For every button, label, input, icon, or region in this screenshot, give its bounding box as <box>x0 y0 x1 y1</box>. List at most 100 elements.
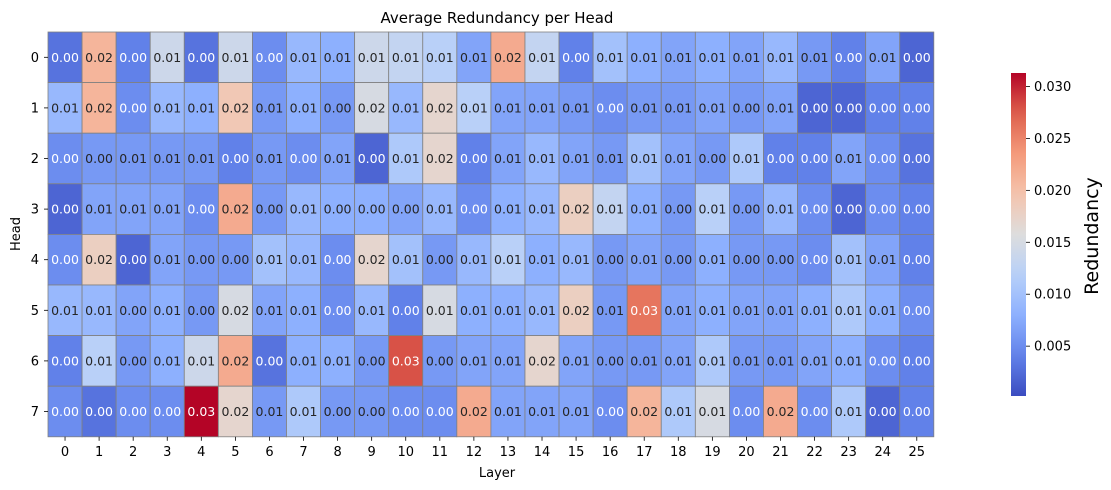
heatmap-cell <box>831 233 867 286</box>
chart-title: Average Redundancy per Head <box>381 9 614 27</box>
cell-value-label: 0.01 <box>562 353 590 368</box>
cell-value-label: 0.01 <box>460 353 488 368</box>
heatmap-cell <box>47 335 83 387</box>
cell-value-label: 0.01 <box>358 303 386 318</box>
x-tick-label: 14 <box>534 445 551 460</box>
cell-value-label: 0.00 <box>51 252 79 267</box>
heatmap-cell <box>899 31 935 83</box>
heatmap-cell <box>388 233 424 286</box>
cell-value-label: 0.03 <box>630 303 658 318</box>
y-tick-label: 7 <box>31 405 39 420</box>
cell-value-label: 0.01 <box>85 353 113 368</box>
heatmap-cell <box>626 183 662 235</box>
heatmap-cell <box>47 31 83 83</box>
heatmap-cell <box>320 233 356 286</box>
cell-value-label: 0.00 <box>835 202 863 217</box>
heatmap-cell <box>694 132 730 185</box>
cell-value-label: 0.01 <box>835 151 863 166</box>
cell-value-label: 0.01 <box>426 303 454 318</box>
x-tick-label: 8 <box>333 445 341 460</box>
x-tick-label: 7 <box>299 445 307 460</box>
heatmap-cell <box>729 132 764 185</box>
heatmap-cell <box>183 183 219 235</box>
heatmap-cell <box>490 233 526 286</box>
cell-value-label: 0.02 <box>221 303 249 318</box>
heatmap-cell <box>694 233 730 286</box>
cell-value-label: 0.00 <box>392 303 420 318</box>
x-tick-label: 4 <box>197 445 205 460</box>
heatmap-cell <box>149 284 185 336</box>
cell-value-label: 0.02 <box>767 404 795 419</box>
cell-value-label: 0.01 <box>256 303 284 318</box>
heatmap-cell <box>899 82 935 134</box>
heatmap-cell <box>763 132 798 185</box>
cell-value-label: 0.00 <box>358 353 386 368</box>
x-tick-label: 1 <box>95 445 103 460</box>
cell-value-label: 0.01 <box>562 100 590 115</box>
cell-value-label: 0.01 <box>698 404 726 419</box>
cell-value-label: 0.01 <box>153 353 181 368</box>
cell-value-label: 0.00 <box>187 252 215 267</box>
cell-value-label: 0.00 <box>256 353 284 368</box>
cell-value-label: 0.01 <box>290 50 318 65</box>
heatmap-cell <box>763 284 798 336</box>
heatmap-cell <box>320 284 356 336</box>
heatmap-cell <box>149 233 185 286</box>
cell-value-label: 0.00 <box>903 252 931 267</box>
heatmap-cell <box>388 183 424 235</box>
cell-value-label: 0.02 <box>358 252 386 267</box>
cell-value-label: 0.00 <box>698 151 726 166</box>
heatmap-cell <box>149 132 185 185</box>
cell-value-label: 0.02 <box>221 100 249 115</box>
cell-value-label: 0.00 <box>835 100 863 115</box>
heatmap-cell <box>115 233 151 286</box>
heatmap-cells: 0.00 0.02 0.00 0.01 0.00 0.01 0.00 0.01 0.01 0.01… <box>47 31 935 438</box>
cell-value-label: 0.00 <box>596 252 624 267</box>
cell-value-label: 0.02 <box>426 151 454 166</box>
heatmap-cell <box>865 82 901 134</box>
y-tick-label: 3 <box>31 203 39 218</box>
x-tick-label: 17 <box>636 445 653 460</box>
cell-value-label: 0.00 <box>869 100 897 115</box>
cell-value-label: 0.02 <box>85 252 113 267</box>
cell-value-label: 0.00 <box>358 151 386 166</box>
x-tick-label: 12 <box>466 445 483 460</box>
heatmap-cell <box>899 284 935 336</box>
cell-value-label: 0.01 <box>630 151 658 166</box>
heatmap-cell <box>422 233 458 286</box>
cell-value-label: 0.01 <box>869 303 897 318</box>
cell-value-label: 0.01 <box>528 252 556 267</box>
heatmap-cell <box>320 385 356 438</box>
cell-value-label: 0.01 <box>630 252 658 267</box>
cell-value-label: 0.00 <box>733 404 761 419</box>
cell-value-label: 0.01 <box>392 252 420 267</box>
cell-value-label: 0.01 <box>630 50 658 65</box>
heatmap-cell <box>286 233 321 286</box>
cell-value-label: 0.00 <box>51 353 79 368</box>
cell-value-label: 0.00 <box>324 100 352 115</box>
heatmap-cell <box>729 335 764 387</box>
cell-value-label: 0.01 <box>698 100 726 115</box>
heatmap-cell <box>558 132 594 185</box>
heatmap-cell <box>320 132 356 185</box>
cell-value-label: 0.01 <box>869 50 897 65</box>
heatmap-cell <box>831 132 867 185</box>
cell-value-label: 0.00 <box>221 252 249 267</box>
heatmap-cell <box>694 82 730 134</box>
heatmap-cell <box>626 284 662 336</box>
heatmap-cell <box>149 183 185 235</box>
cell-value-label: 0.00 <box>801 202 829 217</box>
heatmap-cell <box>763 82 798 134</box>
cell-value-label: 0.01 <box>85 202 113 217</box>
cell-value-label: 0.00 <box>187 202 215 217</box>
cell-value-label: 0.01 <box>494 202 522 217</box>
heatmap-cell <box>899 335 935 387</box>
cell-value-label: 0.00 <box>187 303 215 318</box>
cell-value-label: 0.01 <box>153 50 181 65</box>
cell-value-label: 0.01 <box>528 202 556 217</box>
heatmap-cell <box>456 183 492 235</box>
heatmap-cell <box>592 335 628 387</box>
y-tick-label: 1 <box>31 101 39 116</box>
heatmap-cell <box>149 335 185 387</box>
cell-value-label: 0.01 <box>153 202 181 217</box>
